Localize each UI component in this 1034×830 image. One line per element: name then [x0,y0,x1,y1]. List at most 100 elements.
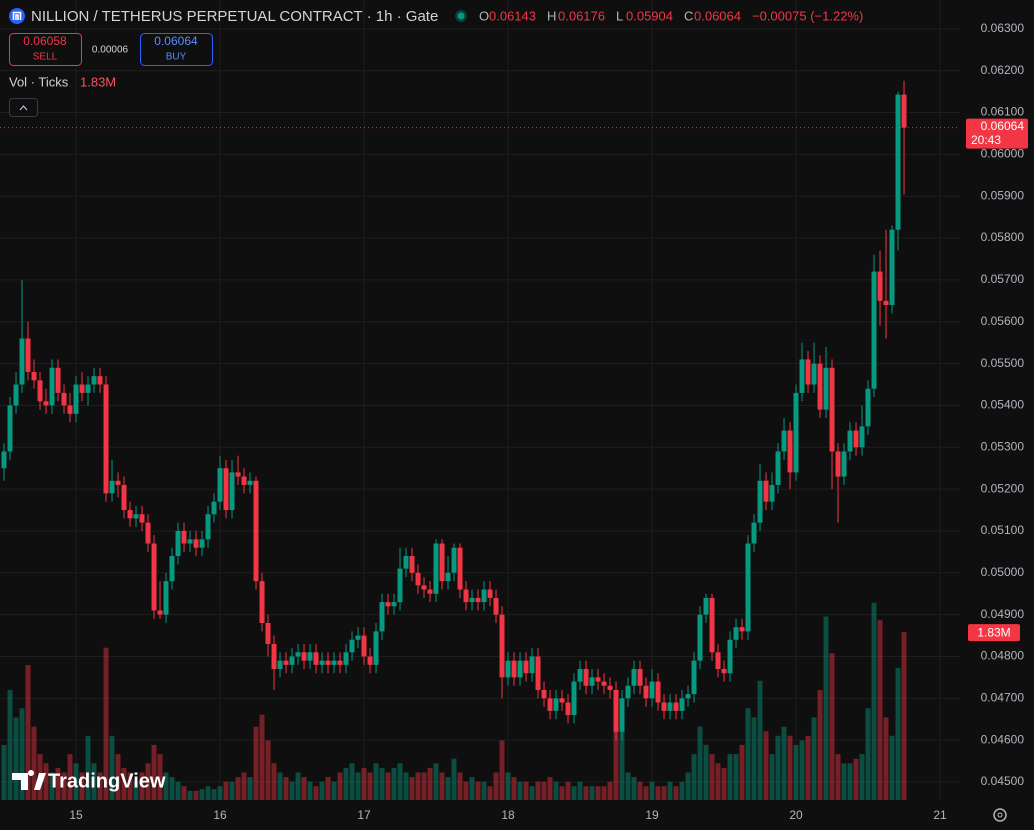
volume-title: Vol · Ticks [9,74,69,89]
candle-body [235,472,241,477]
volume-bar [385,772,391,800]
candle-body [715,652,721,670]
candle-body [121,484,127,511]
spread: 0.00006 [92,45,129,56]
volume-bar [541,781,547,800]
candle-body [403,556,409,569]
volume-bar [241,772,247,800]
volume-bar [631,777,637,800]
candle-body [547,698,553,711]
candle-body [523,660,529,674]
volume-bar [121,767,127,800]
volume-bar [73,763,79,800]
candle-body [487,589,493,598]
sell-button[interactable] [9,33,82,66]
volume-bar [517,781,523,800]
candle-body [409,556,415,573]
volume-bar [181,786,187,800]
grid [0,0,960,800]
candle-body [811,363,817,385]
candle-body [421,585,427,590]
volume-bar [745,708,751,800]
candle-body [325,660,331,665]
candle-body [217,468,223,502]
volume-bar [529,786,535,800]
volume-bar [769,754,775,800]
volume-bar [199,788,205,800]
volume-bar [259,714,265,800]
candle-body [805,359,811,385]
volume-bar [175,781,181,800]
y-tick-label: 0.05300 [981,439,1025,453]
volume-bar [25,665,31,800]
y-tick-label: 0.04800 [981,649,1025,663]
candle-pane [1,80,907,741]
volume-bar [793,744,799,800]
volume-bar [547,777,553,800]
candle-body [841,451,847,477]
volume-bar [331,781,337,800]
volume-bar [901,632,907,800]
candle-body [475,597,481,603]
candle-body [847,430,853,452]
volume-bar [511,777,517,800]
candle-body [97,376,103,385]
volume-bar [667,781,673,800]
candle-body [163,581,169,615]
candle-body [79,384,85,393]
symbol-icon [9,8,25,24]
candle-body [205,514,211,540]
candle-body [457,547,463,590]
candle-body [757,480,763,523]
volume-bar [709,754,715,800]
candle-body [691,660,697,695]
y-tick-label: 0.06200 [981,63,1025,77]
brand-name: TradingView [48,770,166,792]
volume-bar [613,731,619,800]
candle-body [703,597,709,615]
settings-button[interactable] [993,808,1007,822]
countdown: 20:43 [971,133,1001,147]
candle-body [67,405,73,414]
ohlc-letter: C [684,8,693,23]
y-tick-label: 0.05200 [981,481,1025,495]
buy-button[interactable] [140,33,213,66]
candle-body [481,589,487,603]
candle-body [511,660,517,678]
candle-body [865,388,871,427]
candle-body [823,367,829,410]
candle-body [247,480,253,485]
candle-body [115,480,121,485]
volume-bar [127,772,133,800]
volume-bar [367,772,373,800]
ohlc-value: 0.06143 [489,8,536,23]
candle-body [319,660,325,665]
volume-bar [751,717,757,800]
collapse-icon [19,105,28,111]
volume-bar [469,777,475,800]
volume-bar [187,790,193,800]
volume-bar [373,763,379,800]
volume-bar [601,786,607,800]
volume-bar [799,740,805,800]
volume-bar [775,735,781,800]
collapse-button[interactable] [9,98,38,117]
y-tick-label: 0.05900 [981,188,1025,202]
candle-body [901,94,907,128]
candle-body [367,656,373,665]
volume-bar [97,772,103,800]
volume-bar [637,781,643,800]
volume-bar [49,772,55,800]
candle-body [439,543,445,582]
candle-body [835,451,841,477]
candle-body [229,472,235,511]
candle-body [307,652,313,661]
candle-body [781,430,787,452]
volume-bar [781,726,787,800]
candle-body [493,597,499,615]
volume-bar [205,786,211,800]
candle-body [145,522,151,544]
symbol-icon-glyph [12,11,22,20]
candle-body [397,568,403,603]
candle-body [151,543,157,611]
